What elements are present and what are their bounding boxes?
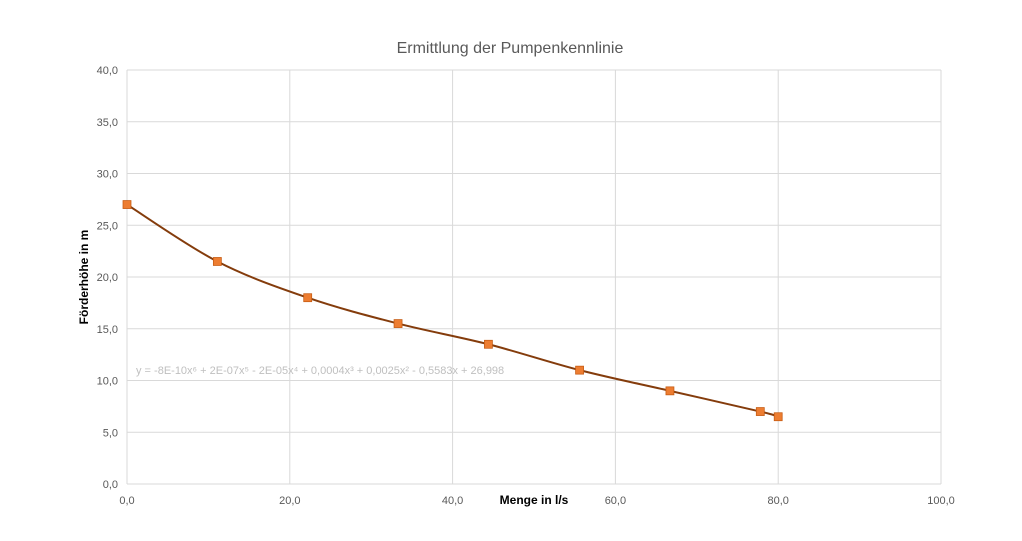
data-point (393, 319, 403, 328)
data-point (773, 412, 783, 422)
y-tick-label: 30,0 (97, 169, 118, 181)
y-tick-label: 35,0 (97, 117, 118, 129)
data-point (665, 386, 675, 396)
x-tick-label: 0,0 (119, 495, 134, 507)
data-point (122, 200, 132, 209)
x-tick-label: 80,0 (767, 495, 788, 507)
y-tick-label: 0,0 (103, 479, 118, 491)
y-axis-label: Förderhöhe in m (77, 230, 91, 325)
x-tick-label: 40,0 (442, 495, 463, 507)
chart-title: Ermittlung der Pumpenkennlinie (397, 40, 624, 57)
y-tick-label: 15,0 (97, 324, 118, 336)
x-tick-label: 60,0 (605, 495, 626, 507)
trendline (126, 203, 779, 418)
data-points (122, 200, 783, 422)
data-point (755, 407, 765, 416)
data-point (212, 257, 222, 266)
x-tick-label: 20,0 (279, 495, 300, 507)
data-point (484, 339, 493, 349)
x-tick-label: 100,0 (927, 495, 955, 507)
y-axis-ticks: 0,0 5,0 10,0 15,0 20,0 25,0 30,0 35,0 40,0 (97, 65, 118, 491)
y-tick-label: 20,0 (97, 272, 118, 284)
trendline-equation: y = -8E-10x⁶ + 2E-07x⁵ - 2E-05x⁴ + 0,000… (136, 365, 504, 377)
data-point (575, 365, 584, 375)
data-point (303, 293, 313, 303)
y-tick-label: 25,0 (97, 220, 118, 232)
x-axis-ticks: 0,0 20,0 40,0 60,0 80,0 100,0 (119, 495, 954, 507)
y-tick-label: 40,0 (97, 65, 118, 77)
y-tick-label: 5,0 (103, 427, 118, 439)
x-axis-label: Menge in l/s (500, 493, 569, 507)
y-tick-label: 10,0 (97, 376, 118, 388)
